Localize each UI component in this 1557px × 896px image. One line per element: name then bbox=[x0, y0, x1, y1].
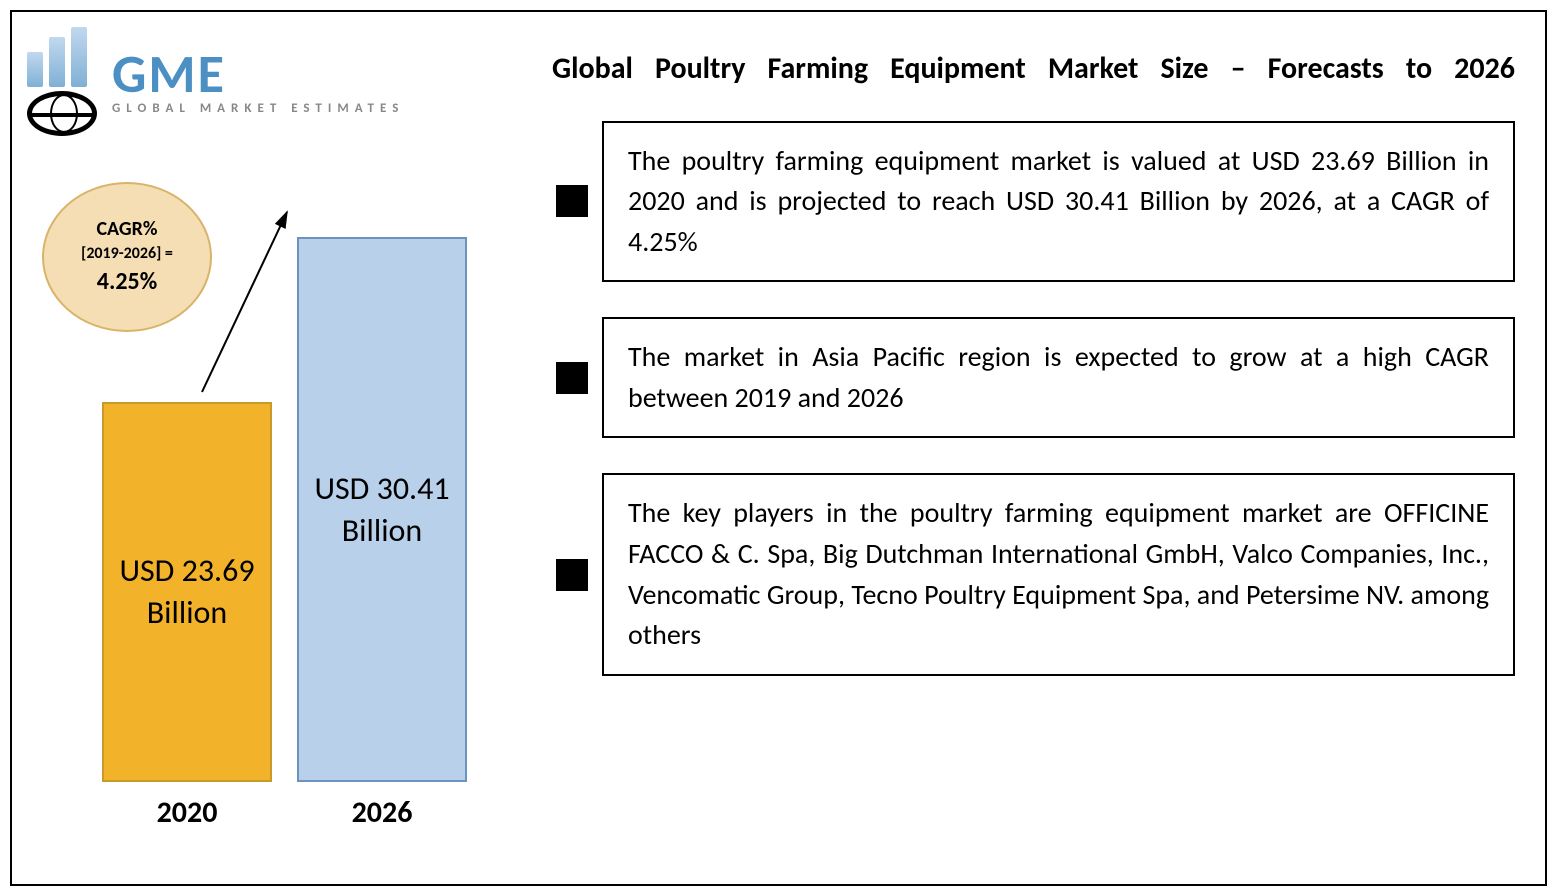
left-panel: GME GLOBAL MARKET ESTIMATES CAGR% [2019-… bbox=[12, 12, 542, 884]
bar-chart: USD 23.69 Billion USD 30.41 Billion 2020… bbox=[102, 212, 482, 852]
right-panel: Global Poultry Farming Equipment Market … bbox=[542, 12, 1545, 884]
bullet-text: The poultry farming equipment market is … bbox=[628, 143, 1489, 259]
bullet-text: The market in Asia Pacific region is exp… bbox=[628, 339, 1489, 415]
logo: GME GLOBAL MARKET ESTIMATES bbox=[27, 27, 527, 136]
bar-label: USD 23.69 Billion bbox=[104, 550, 270, 633]
bullet-box: The key players in the poultry farming e… bbox=[602, 473, 1515, 675]
bars-wrap: USD 23.69 Billion USD 30.41 Billion bbox=[102, 212, 482, 782]
x-label: 2020 bbox=[102, 794, 272, 831]
logo-tagline: GLOBAL MARKET ESTIMATES bbox=[112, 101, 404, 116]
logo-abbr: GME bbox=[112, 47, 404, 101]
globe-icon bbox=[27, 91, 97, 136]
square-bullet-icon bbox=[556, 559, 588, 591]
bullet-box: The poultry farming equipment market is … bbox=[602, 121, 1515, 283]
x-axis-labels: 2020 2026 bbox=[102, 794, 482, 831]
square-bullet-icon bbox=[556, 362, 588, 394]
bar-2026: USD 30.41 Billion bbox=[297, 237, 467, 782]
bar-label: USD 30.41 Billion bbox=[299, 468, 465, 551]
infographic-frame: GME GLOBAL MARKET ESTIMATES CAGR% [2019-… bbox=[10, 10, 1547, 886]
bar-2020: USD 23.69 Billion bbox=[102, 402, 272, 782]
page-title: Global Poultry Farming Equipment Market … bbox=[552, 47, 1515, 91]
square-bullet-icon bbox=[556, 185, 588, 217]
bullet-text: The key players in the poultry farming e… bbox=[628, 495, 1489, 652]
logo-bars-icon bbox=[27, 27, 97, 87]
bullet-box: The market in Asia Pacific region is exp… bbox=[602, 317, 1515, 438]
x-label: 2026 bbox=[297, 794, 467, 831]
bullet-list: The poultry farming equipment market is … bbox=[552, 121, 1515, 676]
